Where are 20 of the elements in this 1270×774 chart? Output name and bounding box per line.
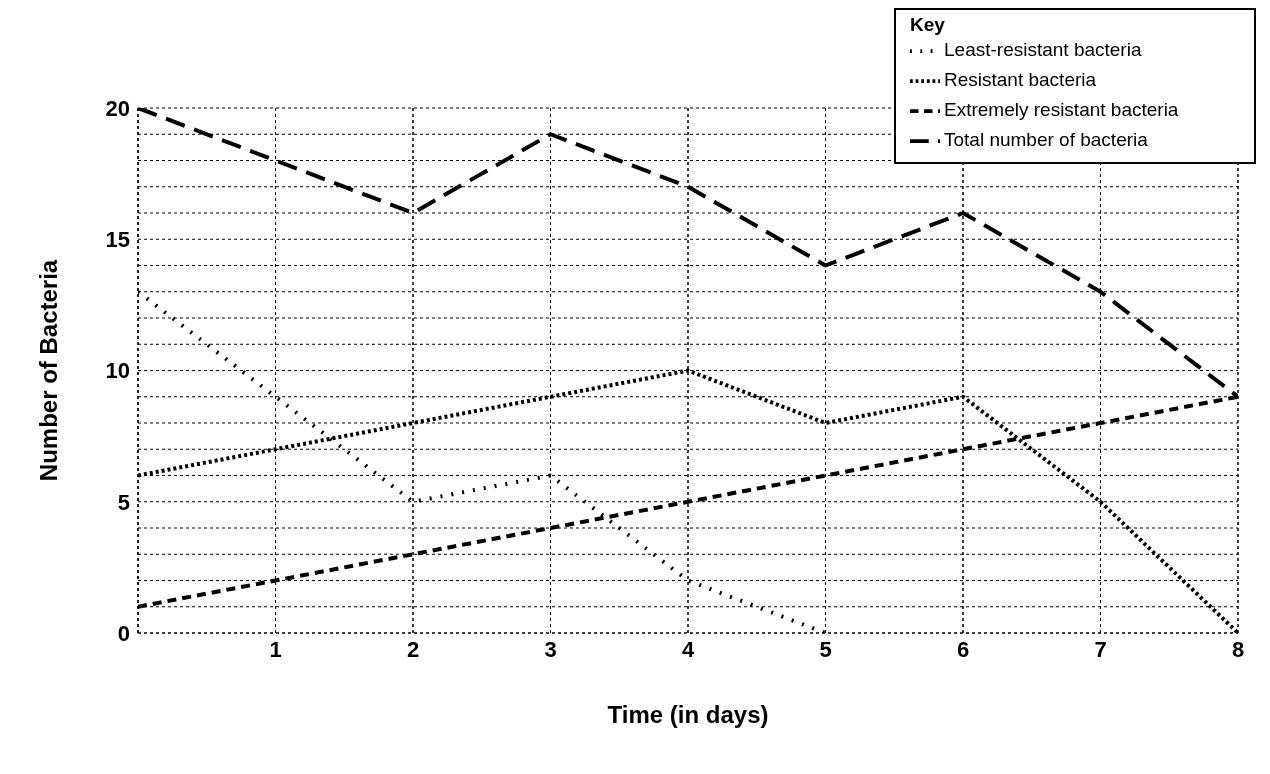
y-axis-title: Number of Bacteria [34, 259, 62, 482]
y-tick-label: 5 [117, 489, 130, 515]
x-axis-title: Time (in days) [607, 701, 769, 728]
x-tick-label: 2 [406, 636, 420, 662]
x-tick-label: 5 [819, 636, 832, 662]
x-tick-label: 1 [269, 636, 282, 662]
legend-label: Least-resistant bacteria [944, 39, 1142, 61]
legend-label: Extremely resistant bacteria [944, 99, 1179, 121]
x-tick-label: 4 [681, 636, 695, 662]
x-tick-label: 3 [544, 636, 557, 662]
x-tick-label: 6 [956, 636, 970, 662]
y-tick-label: 0 [117, 620, 130, 646]
x-tick-label: 7 [1094, 636, 1107, 662]
legend-label: Total number of bacteria [944, 129, 1148, 151]
x-tick-label: 8 [1231, 636, 1245, 662]
y-tick-label: 15 [105, 227, 130, 253]
legend-title: Key [910, 14, 946, 36]
legend-label: Resistant bacteria [944, 69, 1097, 91]
y-tick-label: 20 [105, 95, 130, 121]
y-tick-label: 10 [105, 358, 130, 384]
